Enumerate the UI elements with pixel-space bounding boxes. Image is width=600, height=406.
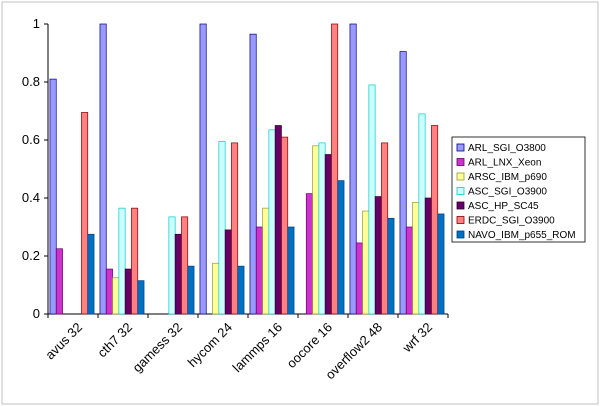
bars (49, 23, 445, 315)
bar-ASC_SGI_O3900 (118, 207, 126, 315)
legend-swatch (456, 143, 465, 152)
bar-ARL_LNX_Xeon (55, 248, 63, 315)
legend-swatch (456, 187, 465, 195)
y-tick-label: 0.4 (22, 190, 40, 205)
legend: ARL_SGI_O3800 ARL_LNX_Xeon ARSC_IBM_p690 AS… (451, 136, 586, 243)
bar-ARL_SGI_O3800 (349, 23, 357, 315)
bar-ARL_LNX_Xeon (105, 268, 113, 315)
legend-swatch (456, 230, 465, 239)
bar-NAVO_IBM_p655_ROM (337, 180, 345, 315)
bar-ARSC_IBM_p690 (112, 277, 120, 315)
bar-NAVO_IBM_p655_ROM (237, 265, 245, 315)
bar-NAVO_IBM_p655_ROM (437, 213, 445, 315)
legend-label: NAVO_IBM_p655_ROM (468, 230, 576, 241)
bar-ARL_SGI_O3800 (199, 23, 207, 315)
bar-ASC_SGI_O3900 (268, 129, 276, 315)
legend-box (451, 136, 586, 243)
legend-swatch (456, 201, 465, 210)
bar-ERDC_SGI_O3900 (131, 207, 139, 315)
bar-ASC_HP_SC45 (274, 125, 282, 315)
legend-label: ARL_LNX_Xeon (468, 158, 541, 169)
bar-ERDC_SGI_O3900 (331, 23, 339, 315)
y-tick-label: 1 (33, 16, 40, 31)
bar-ASC_SGI_O3900 (418, 113, 426, 315)
bar-ARL_SGI_O3800 (99, 23, 107, 315)
bar-ASC_SGI_O3900 (368, 84, 376, 315)
bar-ASC_HP_SC45 (324, 154, 332, 315)
bar-ASC_SGI_O3900 (218, 141, 226, 315)
y-tick-label: 0 (33, 306, 40, 321)
legend-label: ARL_SGI_O3800 (468, 143, 546, 154)
bar-ARL_LNX_Xeon (255, 226, 263, 315)
bar-NAVO_IBM_p655_ROM (187, 265, 195, 315)
legend-label: ERDC_SGI_O3900 (468, 216, 555, 227)
bar-ASC_HP_SC45 (124, 268, 132, 315)
bar-ARSC_IBM_p690 (362, 210, 370, 315)
bar-ARL_SGI_O3800 (399, 51, 407, 315)
legend-swatch (456, 158, 465, 166)
bar-ARL_LNX_Xeon (405, 226, 413, 315)
bar-NAVO_IBM_p655_ROM (87, 233, 95, 315)
y-tick-label: 0.6 (22, 132, 40, 147)
bar-ERDC_SGI_O3900 (231, 142, 239, 315)
bar-ARL_SGI_O3800 (49, 78, 57, 315)
bar-NAVO_IBM_p655_ROM (287, 226, 295, 315)
bar-ARSC_IBM_p690 (262, 207, 270, 315)
legend-swatch (456, 172, 465, 181)
bar-NAVO_IBM_p655_ROM (137, 280, 145, 315)
bar-ERDC_SGI_O3900 (281, 136, 289, 315)
legend-label: ASC_HP_SC45 (468, 201, 539, 212)
legend-label: ARSC_IBM_p690 (468, 172, 547, 183)
bar-ASC_SGI_O3900 (168, 216, 176, 315)
bar-NAVO_IBM_p655_ROM (387, 217, 395, 315)
legend-label: ASC_SGI_O3900 (468, 187, 547, 198)
bar-ASC_HP_SC45 (424, 197, 432, 315)
y-tick-label: 0.8 (22, 74, 40, 89)
bar-ARSC_IBM_p690 (412, 202, 420, 315)
y-tick-label: 0.2 (22, 248, 40, 263)
bar-ARL_LNX_Xeon (355, 242, 363, 315)
bar-ASC_HP_SC45 (374, 196, 382, 315)
bar-ASC_SGI_O3900 (318, 142, 326, 315)
bar-ASC_HP_SC45 (224, 229, 232, 315)
bar-ERDC_SGI_O3900 (381, 142, 389, 315)
legend-swatch (456, 216, 465, 224)
bar-ERDC_SGI_O3900 (181, 216, 189, 315)
bar-ERDC_SGI_O3900 (431, 125, 439, 315)
bar-ASC_HP_SC45 (174, 233, 182, 315)
bar-ERDC_SGI_O3900 (81, 112, 89, 315)
bar-ARSC_IBM_p690 (312, 145, 320, 315)
bar-ARL_LNX_Xeon (305, 193, 313, 315)
bar-ARL_SGI_O3800 (249, 33, 257, 315)
bar-ARSC_IBM_p690 (212, 262, 220, 315)
